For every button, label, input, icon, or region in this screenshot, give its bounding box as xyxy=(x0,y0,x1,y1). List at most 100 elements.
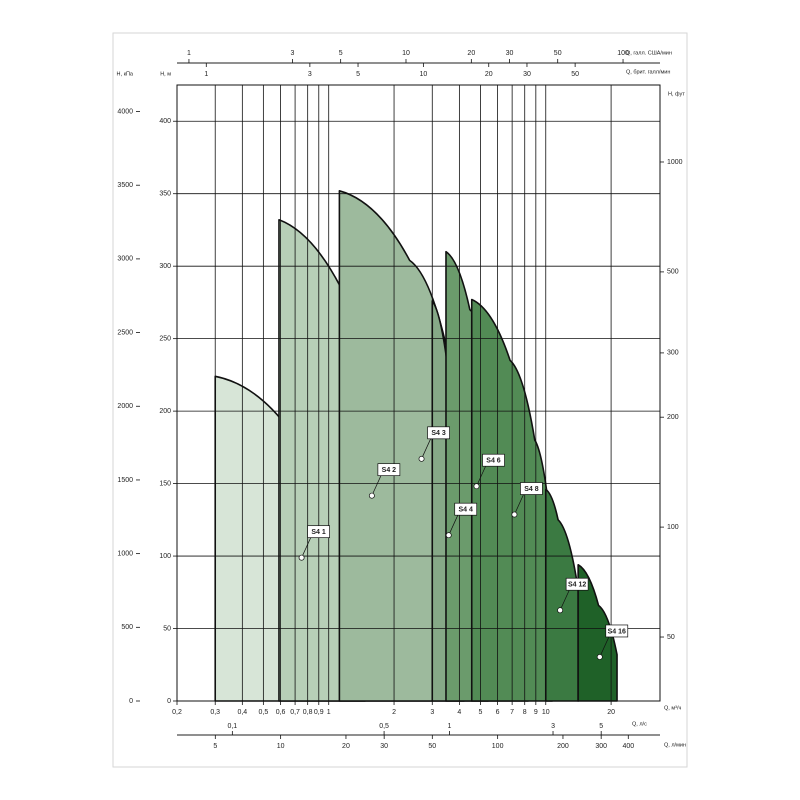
model-label: S4 16 xyxy=(608,628,626,635)
axis-title: H, кПа xyxy=(117,71,134,77)
label-box xyxy=(427,426,450,440)
callout-line xyxy=(448,513,460,536)
plot-frame xyxy=(176,84,661,702)
tick-label: 1000 xyxy=(667,159,683,166)
label-box xyxy=(520,482,543,495)
label-box xyxy=(454,502,478,516)
tick-label: 50 xyxy=(163,625,171,632)
tick-label: 100 xyxy=(667,524,679,531)
axis-title: Q, л/с xyxy=(632,721,647,727)
tick-label: 350 xyxy=(159,191,171,198)
tick-label: 50 xyxy=(571,71,579,78)
callout-dot xyxy=(298,554,305,561)
tick-label: 0,2 xyxy=(172,709,182,716)
callout-line xyxy=(559,588,571,611)
tick-label: 400 xyxy=(159,118,171,125)
tick-label: 2500 xyxy=(117,329,133,336)
tick-label: 0,9 xyxy=(314,709,324,716)
tick-label: 20 xyxy=(342,743,350,750)
tick-label: 0,6 xyxy=(276,709,286,716)
axis-title: Q, м³/ч xyxy=(664,705,681,711)
tick-label: 1 xyxy=(327,709,331,716)
tick-label: 3 xyxy=(308,71,312,78)
tick-label: 4 xyxy=(457,709,461,716)
tick-label: 6 xyxy=(496,709,500,716)
callout-dot xyxy=(511,511,518,518)
tick-label: 20 xyxy=(485,71,493,78)
model-region xyxy=(577,563,618,702)
tick-label: 5 xyxy=(356,71,360,78)
axis-title: H, м xyxy=(160,71,171,77)
tick-label: 20 xyxy=(607,709,615,716)
model-label: S4 3 xyxy=(431,430,446,437)
callout-dot xyxy=(418,455,425,462)
tick-label: 8 xyxy=(523,709,527,716)
tick-label: 10 xyxy=(419,71,427,78)
tick-label: 200 xyxy=(557,743,569,750)
model-region xyxy=(544,488,579,702)
tick-label: 5 xyxy=(478,709,482,716)
tick-label: 7 xyxy=(510,709,514,716)
tick-label: 150 xyxy=(159,480,171,487)
tick-label: 10 xyxy=(402,50,410,57)
tick-label: 4000 xyxy=(117,108,133,115)
tick-label: 500 xyxy=(121,624,133,631)
callout-dot xyxy=(473,483,480,490)
model-label: S4 1 xyxy=(311,529,326,536)
model-labels: S4 1 S4 2 S4 3 S4 4 S4 6 S4 8 S4 12 S4 16 xyxy=(298,426,629,660)
tick-label: 0,7 xyxy=(290,709,300,716)
tick-label: 200 xyxy=(667,414,679,421)
label-box xyxy=(565,577,589,591)
tick-label: 50 xyxy=(428,743,436,750)
axes: Q, м³/ч0,2 0,3 0,4 0,5 0,6 0,7 0,8 0,9 1 2 3 4 5 6 7 8 9… xyxy=(117,50,686,750)
tick-label: 0,3 xyxy=(210,709,220,716)
axis-title: Q, л/мин xyxy=(664,742,686,748)
model-label: S4 8 xyxy=(524,486,539,493)
callout-dot xyxy=(368,492,375,499)
axis-title: Q, галл. США/мин xyxy=(626,50,672,56)
label-box xyxy=(377,463,401,477)
callout-line xyxy=(476,464,487,487)
tick-label: 3 xyxy=(551,723,555,730)
model-label: S4 12 xyxy=(568,582,586,589)
tick-label: 50 xyxy=(554,50,562,57)
tick-label: 300 xyxy=(595,743,607,750)
tick-label: 200 xyxy=(159,408,171,415)
tick-label: 9 xyxy=(534,709,538,716)
tick-label: 100 xyxy=(617,50,629,57)
tick-label: 30 xyxy=(506,50,514,57)
tick-label: 1500 xyxy=(117,477,133,484)
axis-title: Q, брит. галл/мин xyxy=(626,69,670,75)
callout-dot xyxy=(596,654,603,660)
tick-label: 3 xyxy=(430,709,434,716)
tick-label: 3 xyxy=(291,50,295,57)
tick-label: 1000 xyxy=(117,550,133,557)
tick-label: 2 xyxy=(392,709,396,716)
tick-label: 300 xyxy=(667,350,679,357)
tick-label: 1 xyxy=(187,50,191,57)
model-label: S4 2 xyxy=(382,467,397,474)
callout-line xyxy=(599,634,611,658)
tick-label: 5 xyxy=(213,743,217,750)
tick-label: 30 xyxy=(523,71,531,78)
tick-label: 30 xyxy=(380,743,388,750)
tick-label: 3500 xyxy=(117,182,133,189)
tick-label: 300 xyxy=(159,263,171,270)
tick-label: 3000 xyxy=(117,256,133,263)
tick-label: 1 xyxy=(447,723,451,730)
tick-label: 10 xyxy=(277,743,285,750)
tick-label: 1 xyxy=(204,71,208,78)
tick-label: 5 xyxy=(599,723,603,730)
tick-label: 0,4 xyxy=(237,709,247,716)
tick-label: 50 xyxy=(667,634,675,641)
callout-line xyxy=(371,473,383,496)
regions xyxy=(214,190,618,702)
callout-line xyxy=(421,436,432,459)
label-box xyxy=(482,453,505,467)
tick-label: 0,5 xyxy=(259,709,269,716)
grid xyxy=(176,85,660,702)
model-label: S4 6 xyxy=(486,458,501,465)
tick-label: 20 xyxy=(467,50,475,57)
tick-label: 400 xyxy=(622,743,634,750)
